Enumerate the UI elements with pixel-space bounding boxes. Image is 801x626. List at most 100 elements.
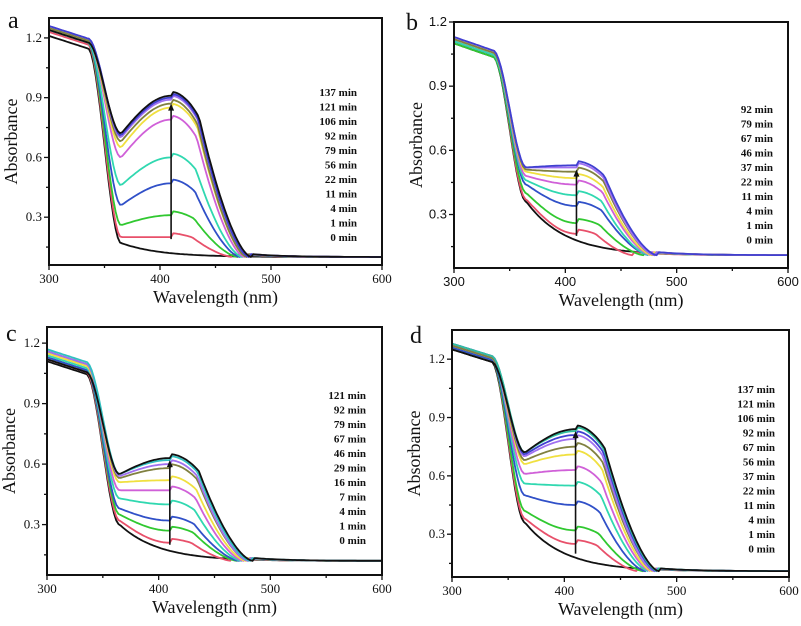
y-axis-title: Absorbance xyxy=(404,411,424,497)
legend-entry: 4 min xyxy=(748,515,775,527)
legend-entry: 1 min xyxy=(746,220,773,232)
y-tick-label: 1.2 xyxy=(26,30,42,45)
x-tick-label: 400 xyxy=(554,274,576,289)
x-tick-label: 600 xyxy=(777,274,799,289)
panel-b: b 300 400 500 600 0.3 0.6 0.9 1.2 Wavelength (nm)… xyxy=(406,10,799,311)
series-line-16-min xyxy=(47,354,382,562)
series-group xyxy=(454,36,788,257)
series-line-67-min xyxy=(47,350,382,562)
panel-a: a 300 400 500 600 0.3 0.6 0.9 1.2 Wavelength (nm)… xyxy=(1,8,392,308)
x-tick-label: 600 xyxy=(779,583,799,598)
legend-entry: 92 min xyxy=(325,131,357,143)
legend-entry: 137 min xyxy=(319,87,357,99)
legend-entry: 67 min xyxy=(743,442,775,454)
panel-c: c 300 400 500 600 0.3 0.6 0.9 1.2 Wavelength (nm)… xyxy=(0,321,392,618)
x-tick-label: 500 xyxy=(261,271,281,286)
x-tick-label: 600 xyxy=(372,271,392,286)
legend-entry: 16 min xyxy=(334,477,366,489)
x-axis-title: Wavelength (nm) xyxy=(558,599,683,620)
y-tick-label: 0.9 xyxy=(24,396,40,411)
legend-entry: 1 min xyxy=(748,529,775,541)
y-tick-label: 0.6 xyxy=(24,456,41,471)
legend-entry: 4 min xyxy=(339,506,366,518)
arrow-head-icon xyxy=(572,431,579,439)
x-tick-label: 600 xyxy=(372,581,392,596)
legend-entry: 137 min xyxy=(737,384,775,396)
arrow-head-icon xyxy=(168,103,175,111)
series-line-92-min xyxy=(47,348,382,562)
panel-letter: c xyxy=(6,321,17,347)
y-tick-label: 0.3 xyxy=(429,207,447,222)
panel-letter: b xyxy=(406,10,418,36)
x-tick-label: 400 xyxy=(150,271,170,286)
series-line-29-min xyxy=(47,352,382,562)
y-tick-label: 1.2 xyxy=(24,335,40,350)
legend: 92 min 79 min 67 min 46 min 37 min 22 min 11 m… xyxy=(741,104,773,247)
x-tick-label: 300 xyxy=(442,583,462,598)
y-tick-label: 0.9 xyxy=(429,410,445,425)
series-line-46-min xyxy=(47,352,382,562)
legend-entry: 67 min xyxy=(334,434,366,446)
series-group xyxy=(47,348,382,562)
legend-entry: 1 min xyxy=(339,521,366,533)
arrow-head-icon xyxy=(166,460,173,468)
legend: 121 min 92 min 79 min 67 min 46 min 29 min 16 … xyxy=(328,390,366,547)
legend-entry: 0 min xyxy=(746,235,773,247)
y-tick-label: 0.6 xyxy=(429,142,447,157)
legend-entry: 4 min xyxy=(746,206,773,218)
series-group xyxy=(452,342,789,573)
legend-entry: 37 min xyxy=(743,471,775,483)
legend-entry: 92 min xyxy=(334,405,366,417)
y-tick-label: 0.6 xyxy=(429,468,446,483)
legend-entry: 22 min xyxy=(325,174,357,186)
legend-entry: 22 min xyxy=(743,486,775,498)
legend-entry: 92 min xyxy=(741,104,773,116)
arrow-head-icon xyxy=(573,169,580,177)
series-line-79-min xyxy=(47,350,382,562)
x-tick-label: 400 xyxy=(555,583,575,598)
legend-entry: 46 min xyxy=(741,148,773,160)
plot-frame xyxy=(46,326,383,576)
legend-entry: 22 min xyxy=(741,177,773,189)
legend-entry: 106 min xyxy=(737,413,775,425)
x-tick-label: 400 xyxy=(149,581,169,596)
x-tick-label: 300 xyxy=(39,271,59,286)
panel-letter: d xyxy=(410,323,422,349)
panel-letter: a xyxy=(8,8,19,34)
y-axis-title: Absorbance xyxy=(406,102,426,188)
legend-entry: 0 min xyxy=(339,535,366,547)
x-tick-label: 500 xyxy=(666,274,688,289)
legend-entry: 4 min xyxy=(330,203,357,215)
x-tick-label: 300 xyxy=(443,274,465,289)
y-tick-label: 0.6 xyxy=(26,149,43,164)
legend-entry: 79 min xyxy=(741,119,773,131)
series-line-137-min xyxy=(452,348,789,573)
y-axis-title: Absorbance xyxy=(1,99,21,185)
legend: 137 min 121 min 106 min 92 min 67 min 56 min 3… xyxy=(737,384,775,556)
panel-d: d 300 400 500 600 0.3 0.6 0.9 1.2 Wavelength (nm)… xyxy=(404,323,799,620)
legend-entry: 0 min xyxy=(748,544,775,556)
legend-entry: 11 min xyxy=(744,500,775,512)
x-axis-title: Wavelength (nm) xyxy=(153,287,278,308)
x-axis-title: Wavelength (nm) xyxy=(558,290,683,311)
x-axis-title: Wavelength (nm) xyxy=(152,597,277,618)
series-line-46-min xyxy=(454,38,788,257)
legend-entry: 7 min xyxy=(339,492,366,504)
legend-entry: 106 min xyxy=(319,116,357,128)
y-tick-label: 0.9 xyxy=(429,78,447,93)
x-tick-label: 300 xyxy=(37,581,57,596)
legend-entry: 79 min xyxy=(334,419,366,431)
series-line-92-min xyxy=(454,36,788,257)
legend-entry: 1 min xyxy=(330,218,357,230)
legend-entry: 37 min xyxy=(741,162,773,174)
series-group xyxy=(49,25,382,258)
legend-entry: 11 min xyxy=(742,191,773,203)
x-tick-label: 500 xyxy=(261,581,281,596)
legend-entry: 121 min xyxy=(737,399,775,411)
legend-entry: 56 min xyxy=(325,160,357,172)
y-axis-title: Absorbance xyxy=(0,408,19,494)
legend-entry: 56 min xyxy=(743,457,775,469)
legend-entry: 11 min xyxy=(326,189,357,201)
legend-entry: 121 min xyxy=(319,102,357,114)
